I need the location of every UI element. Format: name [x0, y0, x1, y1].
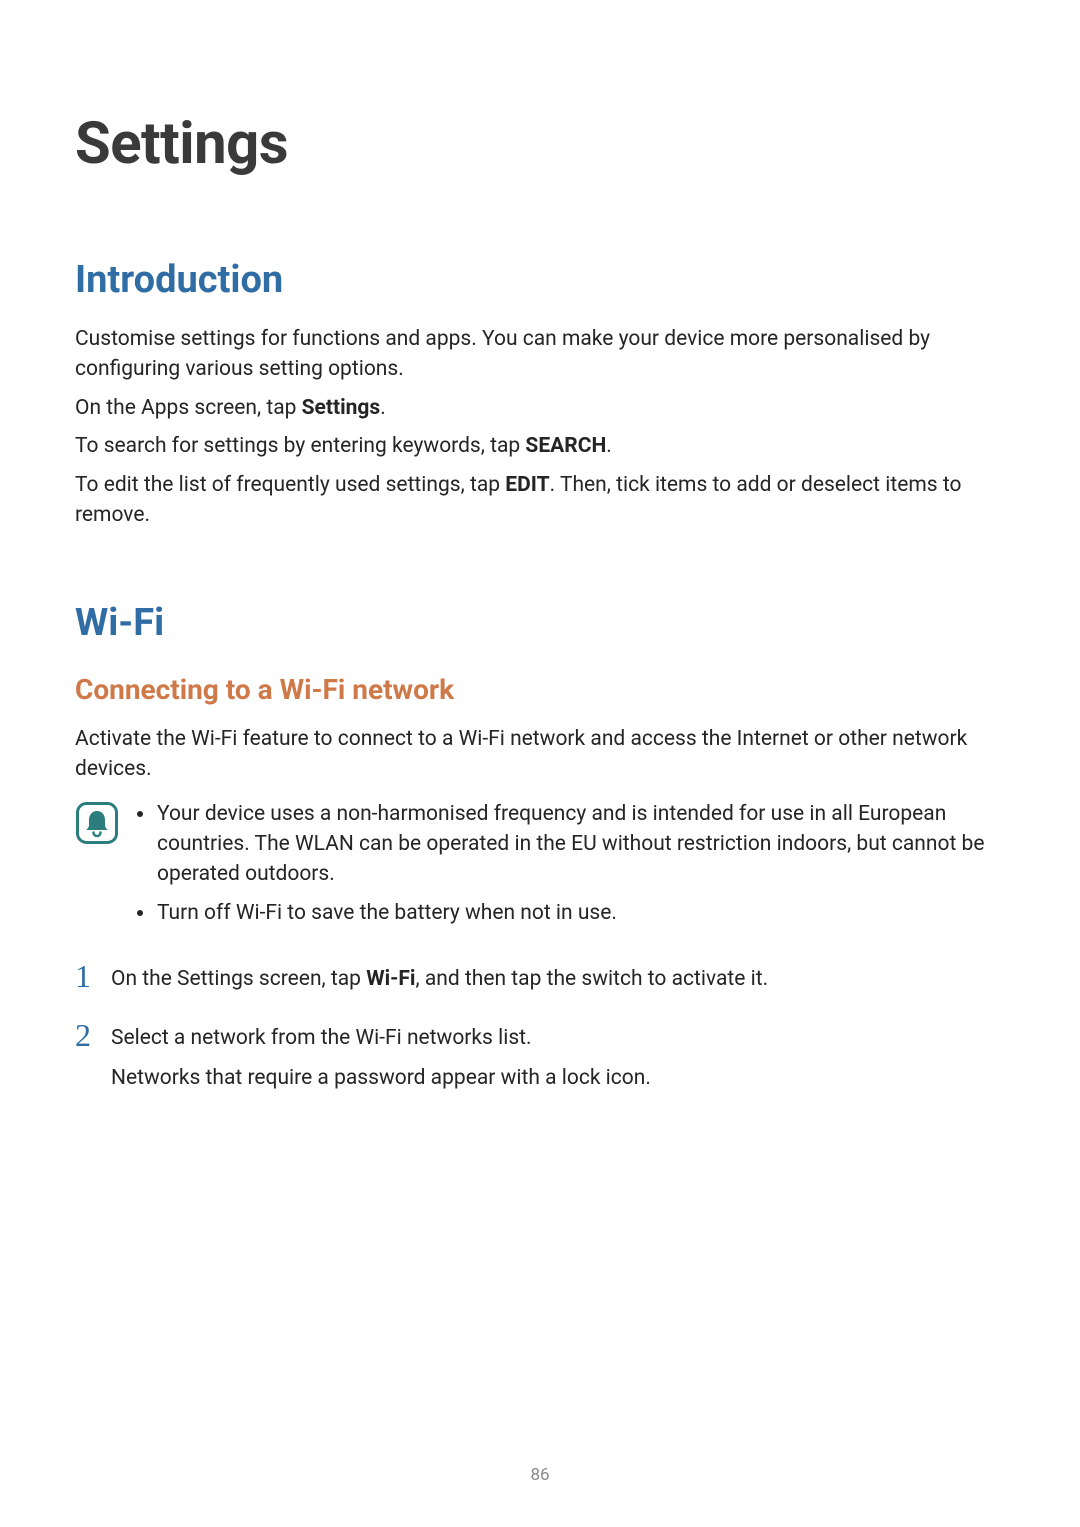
step-body: Select a network from the Wi-Fi networks…	[111, 1023, 1005, 1094]
note-text: Turn off Wi-Fi to save the battery when …	[157, 898, 1005, 928]
bold-run: SEARCH	[525, 434, 606, 458]
bullet-dot-icon	[137, 910, 143, 916]
note-body: Your device uses a non-harmonised freque…	[137, 799, 1005, 937]
intro-paragraph: To search for settings by entering keywo…	[75, 431, 1005, 461]
bold-run: EDIT	[505, 473, 549, 497]
step-item: 1 On the Settings screen, tap Wi-Fi, and…	[75, 964, 1005, 994]
page-number: 86	[0, 1465, 1080, 1485]
bullet-dot-icon	[137, 811, 143, 817]
text-run: , and then tap the switch to activate it…	[415, 967, 768, 991]
note-bullet: Turn off Wi-Fi to save the battery when …	[137, 898, 1005, 928]
step-subtext: Networks that require a password appear …	[111, 1063, 1005, 1093]
step-text: On the Settings screen, tap Wi-Fi, and t…	[111, 964, 1005, 994]
step-item: 2 Select a network from the Wi-Fi networ…	[75, 1023, 1005, 1094]
text-run: .	[606, 434, 612, 458]
wifi-paragraph: Activate the Wi-Fi feature to connect to…	[75, 724, 1005, 785]
note-block: Your device uses a non-harmonised freque…	[75, 799, 1005, 937]
intro-paragraph: Customise settings for functions and app…	[75, 324, 1005, 385]
text-run: On the Apps screen, tap	[75, 396, 302, 420]
intro-paragraph: To edit the list of frequently used sett…	[75, 470, 1005, 531]
text-run: To edit the list of frequently used sett…	[75, 473, 505, 497]
bold-run: Settings	[302, 396, 381, 420]
section-heading-introduction: Introduction	[75, 258, 1005, 302]
note-text: Your device uses a non-harmonised freque…	[157, 799, 1005, 890]
text-run: On the Settings screen, tap	[111, 967, 366, 991]
text-run: To search for settings by entering keywo…	[75, 434, 525, 458]
intro-paragraph: On the Apps screen, tap Settings.	[75, 393, 1005, 423]
step-number: 2	[75, 1019, 91, 1051]
page-title: Settings	[75, 110, 1005, 178]
note-bullet: Your device uses a non-harmonised freque…	[137, 799, 1005, 890]
section-heading-wifi: Wi-Fi	[75, 601, 1005, 645]
subheading-connecting: Connecting to a Wi-Fi network	[75, 673, 1005, 706]
text-run: .	[380, 396, 386, 420]
bell-note-icon	[75, 801, 119, 845]
step-text: Select a network from the Wi-Fi networks…	[111, 1023, 1005, 1053]
bold-run: Wi-Fi	[366, 967, 415, 991]
step-number: 1	[75, 960, 91, 992]
